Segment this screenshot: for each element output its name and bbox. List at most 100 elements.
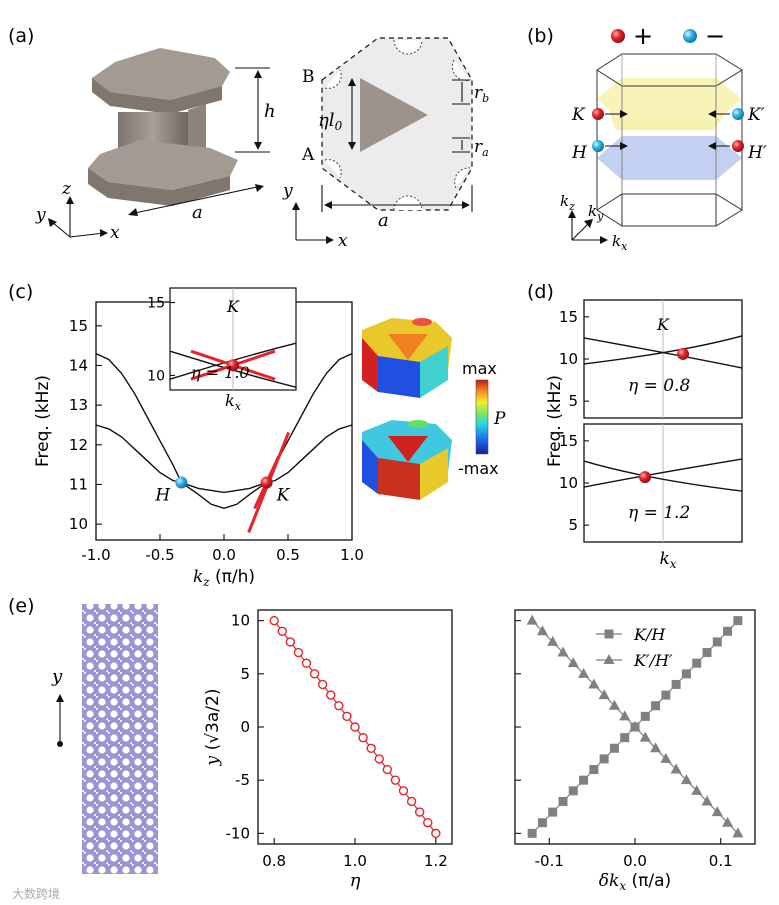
c-K-label: K: [276, 485, 291, 505]
e-right-square-point: [558, 796, 568, 806]
e-mid-point: [398, 786, 409, 796]
e-right-triangle-point: [526, 614, 538, 625]
Kprime-label: K′: [747, 105, 765, 125]
e-right-square-point: [589, 765, 599, 775]
e-right-square-point: [640, 711, 650, 721]
e-right-square-point: [671, 679, 681, 689]
axis-x-label-3d: x: [110, 223, 120, 243]
e-mid-point: [342, 711, 352, 722]
c-band-1: [95, 424, 353, 510]
c-xtick-label: -0.5: [145, 546, 174, 564]
e-mid-point: [301, 658, 312, 668]
e-mid-point: [293, 647, 304, 658]
c-ytick-label: 15: [69, 317, 88, 335]
d-top-point: [677, 347, 689, 360]
e-mid-point: [326, 690, 336, 700]
minus-sphere: [683, 29, 697, 43]
axis-y-label-hex: y: [282, 181, 293, 201]
e-mid-point: [390, 775, 401, 785]
e-right-square-point: [548, 807, 558, 817]
panel-b: (b) + − K H K′ H′: [527, 22, 767, 253]
e-right-triangle-point: [650, 742, 662, 753]
k-axes: kz ky kx: [560, 192, 628, 253]
axis-y-label-3d: y: [35, 205, 46, 225]
c-xtick-label: 0.0: [212, 546, 236, 564]
e-mid-xtick-label: 1.0: [343, 852, 367, 870]
e-right-triangle-point: [557, 646, 569, 657]
e-mid-point: [423, 818, 433, 828]
e-right-triangle-point: [691, 784, 703, 795]
panel-e-label: (e): [8, 595, 35, 617]
e-mid-ytick-label: 5: [240, 665, 250, 683]
kx-label: kx: [612, 232, 628, 253]
e-right-xtick-label: 0.0: [623, 852, 647, 870]
legend-label-KH: K/H: [633, 625, 666, 644]
e-right-square-point: [568, 786, 578, 796]
e-right-square-point: [651, 701, 661, 711]
e-right-square-point: [609, 743, 619, 753]
d-bottom-ytick-label: 10: [559, 474, 578, 492]
panel-d-ylabel: Freq. (kHz): [545, 375, 565, 467]
e-right-square-point: [579, 775, 589, 785]
H-point: [592, 140, 604, 152]
e-right-triangle-point: [547, 635, 559, 646]
inset-xlabel: kx: [225, 391, 242, 413]
axis-x-label-hex: x: [338, 231, 348, 251]
e-right-xtick-label: 0.1: [709, 852, 733, 870]
c-ytick-label: 12: [69, 436, 88, 454]
e-mid-point: [406, 796, 417, 807]
e-mid-point: [269, 615, 279, 626]
d-top-ytick-label: 15: [559, 308, 578, 326]
dimension-a-3d: a: [128, 184, 264, 223]
e-right-square-point: [537, 818, 547, 828]
e-right-square-point: [692, 658, 702, 668]
legend-marker-KpHp: [603, 654, 615, 664]
a-label-3d: a: [192, 202, 203, 223]
Hprime-point: [732, 140, 744, 152]
d-top-band-1: [583, 337, 743, 369]
d-top-band-2: [583, 335, 743, 365]
panel-a: (a) h a: [8, 25, 489, 251]
field-plot-top: [362, 318, 452, 398]
Kprime-point: [732, 108, 744, 120]
c-point-K: [260, 476, 273, 489]
colorbar-P: P: [493, 409, 506, 429]
panel-d-eta-top: η = 0.8: [628, 376, 690, 396]
e-mid-point: [334, 701, 344, 711]
inset-ytick-label: 15: [147, 296, 165, 312]
e-right-triangle-point: [660, 752, 672, 763]
e-right-triangle-point: [619, 710, 631, 721]
panel-d-eta-bottom: η = 1.2: [628, 503, 690, 523]
d-bottom-ytick-label: 5: [568, 516, 578, 534]
point-A-label: A: [301, 145, 315, 165]
e-right-square-point: [733, 616, 743, 626]
K-label: K: [571, 105, 586, 125]
d-bottom-band-1: [583, 460, 743, 492]
colorbar-max: max: [462, 359, 497, 378]
c-xtick-label: 1.0: [340, 546, 364, 564]
e-mid-point: [431, 828, 441, 839]
c-band-0: [95, 352, 353, 494]
h-label: h: [264, 101, 276, 122]
c-H-label: H: [154, 485, 171, 505]
panel-d: (d) 5 10 15 5 10 15 Freq. (kHz) K η = 0.8 η =…: [527, 281, 743, 571]
e-right-triangle-point: [536, 625, 548, 636]
c-ytick-label: 11: [69, 475, 88, 493]
c-xtick-label: -1.0: [81, 546, 110, 564]
e-mid-point: [277, 626, 287, 636]
d-bottom-ytick-label: 15: [559, 432, 578, 450]
c-xtick-label: 0.5: [276, 546, 300, 564]
point-B-label: B: [302, 67, 315, 87]
eta-l0-label: ηl0: [318, 110, 343, 133]
panel-b-label: (b): [527, 25, 554, 47]
Hprime-label: H′: [747, 143, 767, 163]
panel-d-label: (d): [527, 281, 554, 303]
c-point-H: [175, 476, 188, 489]
plus-sign: +: [633, 22, 653, 50]
inset-K-label: K: [226, 297, 240, 316]
e-mid-point: [309, 669, 320, 679]
e-right-square-point: [712, 637, 722, 647]
field-plot-bottom: [362, 420, 452, 500]
